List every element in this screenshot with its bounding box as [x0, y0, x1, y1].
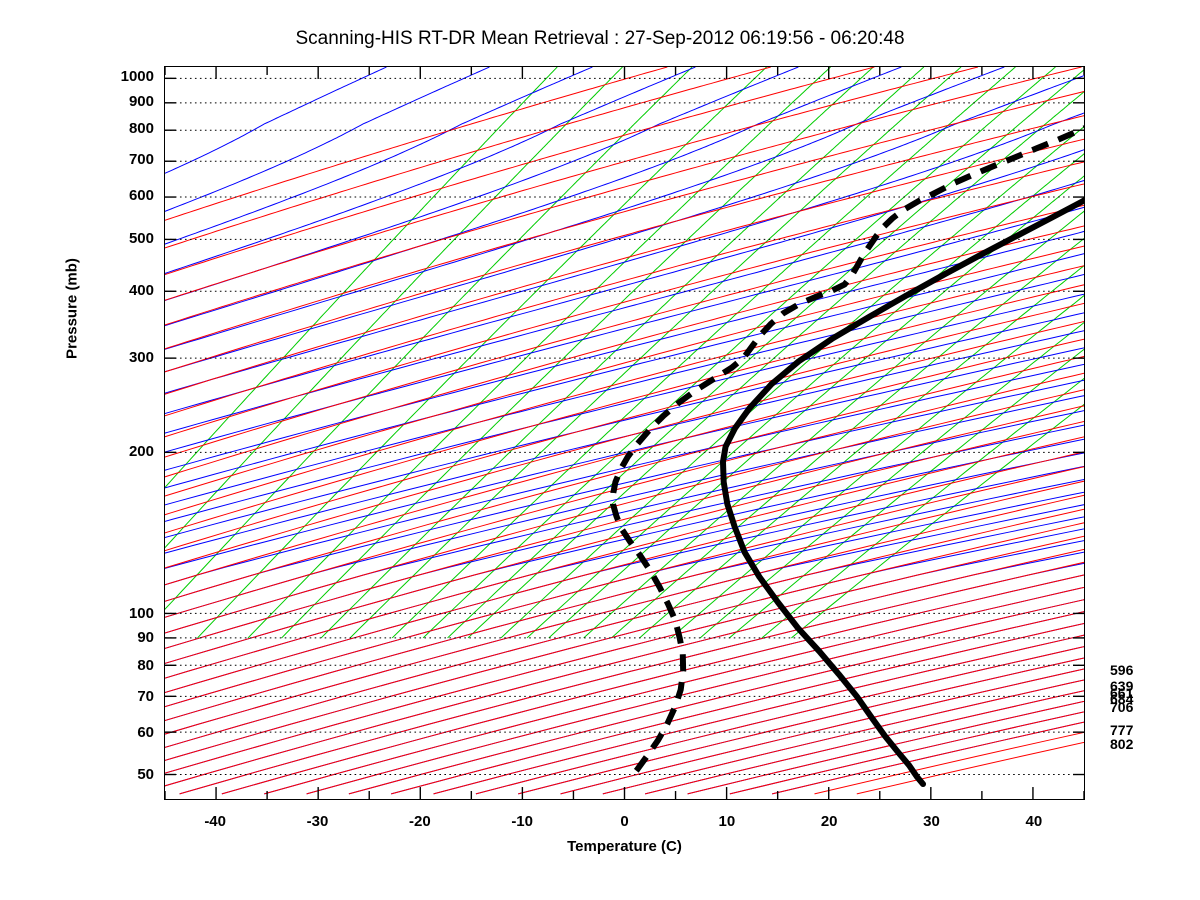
x-tick-label: 40: [1025, 813, 1043, 830]
y-axis-title: Pressure (mb): [63, 258, 81, 359]
profile-line-temperature: [719, 197, 1084, 788]
page-title: Scanning-HIS RT-DR Mean Retrieval : 27-S…: [295, 28, 905, 49]
plot-area: [164, 66, 1085, 800]
y-tick-label: 50: [137, 766, 154, 784]
x-tick-label: 0: [620, 813, 629, 830]
right-level-label: 661: [1110, 685, 1134, 701]
pressure-gridlines-group: [165, 77, 1084, 776]
x-tick-label: 10: [718, 813, 736, 830]
y-tick-label: 500: [128, 229, 154, 247]
y-tick-label: 200: [128, 443, 154, 461]
right-level-label: 596: [1110, 662, 1134, 678]
plot-canvas: [165, 67, 1084, 799]
x-tick-label: -10: [511, 813, 533, 830]
x-tick-label: 30: [923, 813, 940, 830]
x-tick-label: 20: [820, 813, 838, 830]
y-tick-label: 80: [137, 656, 154, 674]
y-tick-label: 600: [128, 187, 154, 205]
right-level-label: 777: [1110, 722, 1134, 738]
y-tick-label: 90: [137, 629, 154, 647]
y-tick-label: 700: [128, 151, 154, 169]
axis-ticks-group: [165, 67, 1084, 799]
right-level-label: 639: [1110, 678, 1134, 694]
right-level-label: 802: [1110, 736, 1134, 752]
right-level-label: 684: [1110, 691, 1134, 707]
dry-adiabat-lines-group: [165, 67, 1084, 795]
x-axis-title: Temperature (C): [567, 838, 682, 855]
y-tick-label: 60: [137, 723, 154, 741]
right-level-label: 706: [1110, 699, 1134, 715]
y-tick-label: 100: [128, 604, 154, 622]
x-tick-label: -20: [408, 813, 431, 830]
y-tick-label: 800: [128, 120, 154, 138]
profile-line-dewpoint: [610, 125, 1084, 782]
y-tick-label: 900: [128, 92, 154, 110]
y-tick-label: 70: [137, 688, 154, 706]
x-tick-label: -30: [306, 813, 329, 830]
profile-series-group: [610, 125, 1084, 788]
y-tick-label: 1000: [120, 68, 154, 86]
y-tick-label: 300: [128, 348, 154, 366]
x-tick-label: -40: [204, 813, 226, 830]
y-tick-label: 400: [128, 281, 154, 299]
